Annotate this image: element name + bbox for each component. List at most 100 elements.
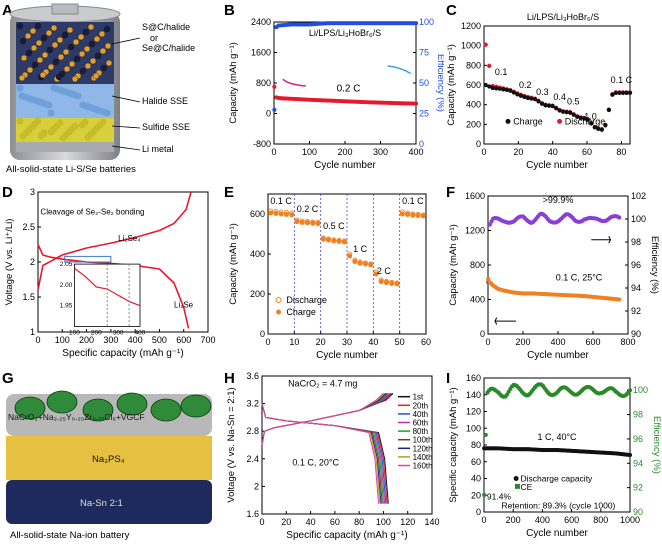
cathode-particle (89, 57, 97, 65)
charge-point (310, 220, 316, 226)
y2-tick-label: 96 (633, 434, 643, 444)
x-tick-label: 0 (265, 337, 270, 347)
inset-frame (74, 263, 141, 327)
x-axis-label: Cycle number (314, 160, 376, 171)
x-tick-label: 80 (354, 517, 364, 527)
halide-particle (16, 84, 24, 92)
x-tick-label: 700 (200, 335, 215, 345)
label-sulfide-sse: Sulfide SSE (142, 122, 191, 132)
charge-point (373, 271, 379, 277)
x-tick-label: 60 (582, 147, 592, 157)
cathode-particle (94, 52, 102, 60)
cathode-particle (47, 63, 55, 71)
rate-label: 0.1 C (611, 75, 633, 85)
cathode-particle (84, 62, 92, 70)
condition-annotation: 0.1 C, 20°C (292, 458, 339, 468)
efficiency-point (413, 21, 419, 26)
charge-point (289, 212, 295, 218)
cathode-particle (20, 54, 28, 62)
cathode-particle (99, 47, 107, 55)
y-tick-label: 800 (466, 60, 481, 70)
cathode-particle (72, 38, 80, 46)
cathode-particle (56, 36, 64, 44)
battery-illustration (9, 3, 141, 160)
charge-point (494, 86, 499, 91)
charge-point (589, 121, 594, 126)
legend-label: 140th (413, 453, 433, 462)
y-axis-label: Voltage (V vs. Na-Sn = 2:1) (226, 387, 237, 502)
x-tick-label: 50 (395, 337, 405, 347)
sulfide-particle (71, 122, 79, 130)
x-tick-label: 0 (35, 335, 40, 345)
charge-point (532, 97, 538, 102)
panel-c: C 0 20 40 60 80 0 200 400 600 800 1000 1200 Cycle nu… (444, 0, 662, 180)
y-tick-label: -800 (253, 139, 271, 149)
cathode-particle (71, 75, 79, 83)
capacity-point (413, 101, 419, 106)
x-tick-label: 20 (281, 517, 291, 527)
x-tick-label: 800 (620, 337, 635, 347)
cathode-particle (103, 25, 111, 33)
na-sn-layer (6, 480, 212, 524)
chart-h: 0 20 40 60 80 100 120 140 1.6 2 2.4 2.8 3.2 3.6 Specif… (226, 371, 440, 541)
y2-tick-label: 94 (631, 283, 641, 293)
charge-point (278, 211, 284, 217)
y-tick-label: 1200 (461, 21, 481, 31)
cathode-particle (29, 27, 37, 35)
x-tick-label: 800 (593, 515, 608, 525)
x-tick-label: 200 (79, 335, 94, 345)
y2-tick-label: 94 (633, 458, 643, 468)
y-tick-label: 400 (250, 249, 265, 259)
charge-point (378, 279, 384, 285)
rate-label: 0.2 C (297, 204, 319, 214)
panel-a: A S@C/halide or Se@C/halide Halide SSE S… (0, 0, 218, 180)
charge-point (352, 259, 358, 265)
legend-label: 60th (413, 419, 429, 428)
charge-point (399, 211, 405, 217)
arrow-left-axis (494, 317, 516, 325)
charge-point (624, 90, 629, 96)
chart-title: Li/LPS/Li₃HoBr₆/S (309, 28, 381, 38)
y2-tick-label: 25 (419, 109, 429, 119)
inset-x-tick-label: 300 (113, 329, 124, 336)
charge-point (420, 213, 426, 219)
label-se-c-halide: Se@C/halide (142, 43, 196, 53)
charge-point (515, 92, 520, 97)
charge-point (557, 108, 562, 113)
charge-point (405, 211, 411, 217)
y-tick-label: 1.6 (246, 509, 259, 519)
y-tick-label: 0 (266, 109, 271, 119)
active-material-particle (46, 390, 78, 414)
cathode-particle (35, 39, 43, 47)
active-material-particle (180, 394, 212, 418)
efficiency-point (272, 107, 277, 112)
y-axis-label: Capacity (mAh g⁻¹) (446, 44, 457, 126)
sulfide-particle (99, 118, 107, 126)
x-tick-label: 400 (550, 337, 565, 347)
cathode-particle (55, 73, 63, 81)
charge-point (536, 99, 541, 104)
charge-curve (261, 392, 385, 446)
x-axis-label: Cycle number (316, 350, 378, 361)
condition-annotation: 0.1 C, 25°C (556, 273, 603, 283)
cathode-particle (100, 64, 108, 72)
rate-label: 2 C (377, 266, 392, 276)
charge-point (383, 280, 390, 286)
discharge-curve (261, 403, 387, 504)
halide-particle (50, 84, 58, 92)
charge-point (331, 238, 337, 244)
x-tick-label: 100 (55, 335, 70, 345)
y-tick-label: 120 (466, 407, 481, 417)
panel-label-g: G (2, 370, 14, 387)
charge-point (627, 90, 633, 96)
y2-axis-label: Efficiency (%) (651, 416, 662, 474)
chart-title: Li/LPS/Li₃HoBr₆/S (527, 12, 599, 22)
charge-point (362, 261, 368, 267)
efficiency-point (617, 215, 622, 220)
charge-point (529, 96, 534, 101)
x-tick-label: 10 (289, 337, 299, 347)
cathode-particle (82, 28, 90, 36)
y2-tick-label: 0 (419, 139, 424, 149)
x-tick-label: 0 (485, 337, 490, 347)
y-tick-label: 1000 (461, 41, 481, 51)
